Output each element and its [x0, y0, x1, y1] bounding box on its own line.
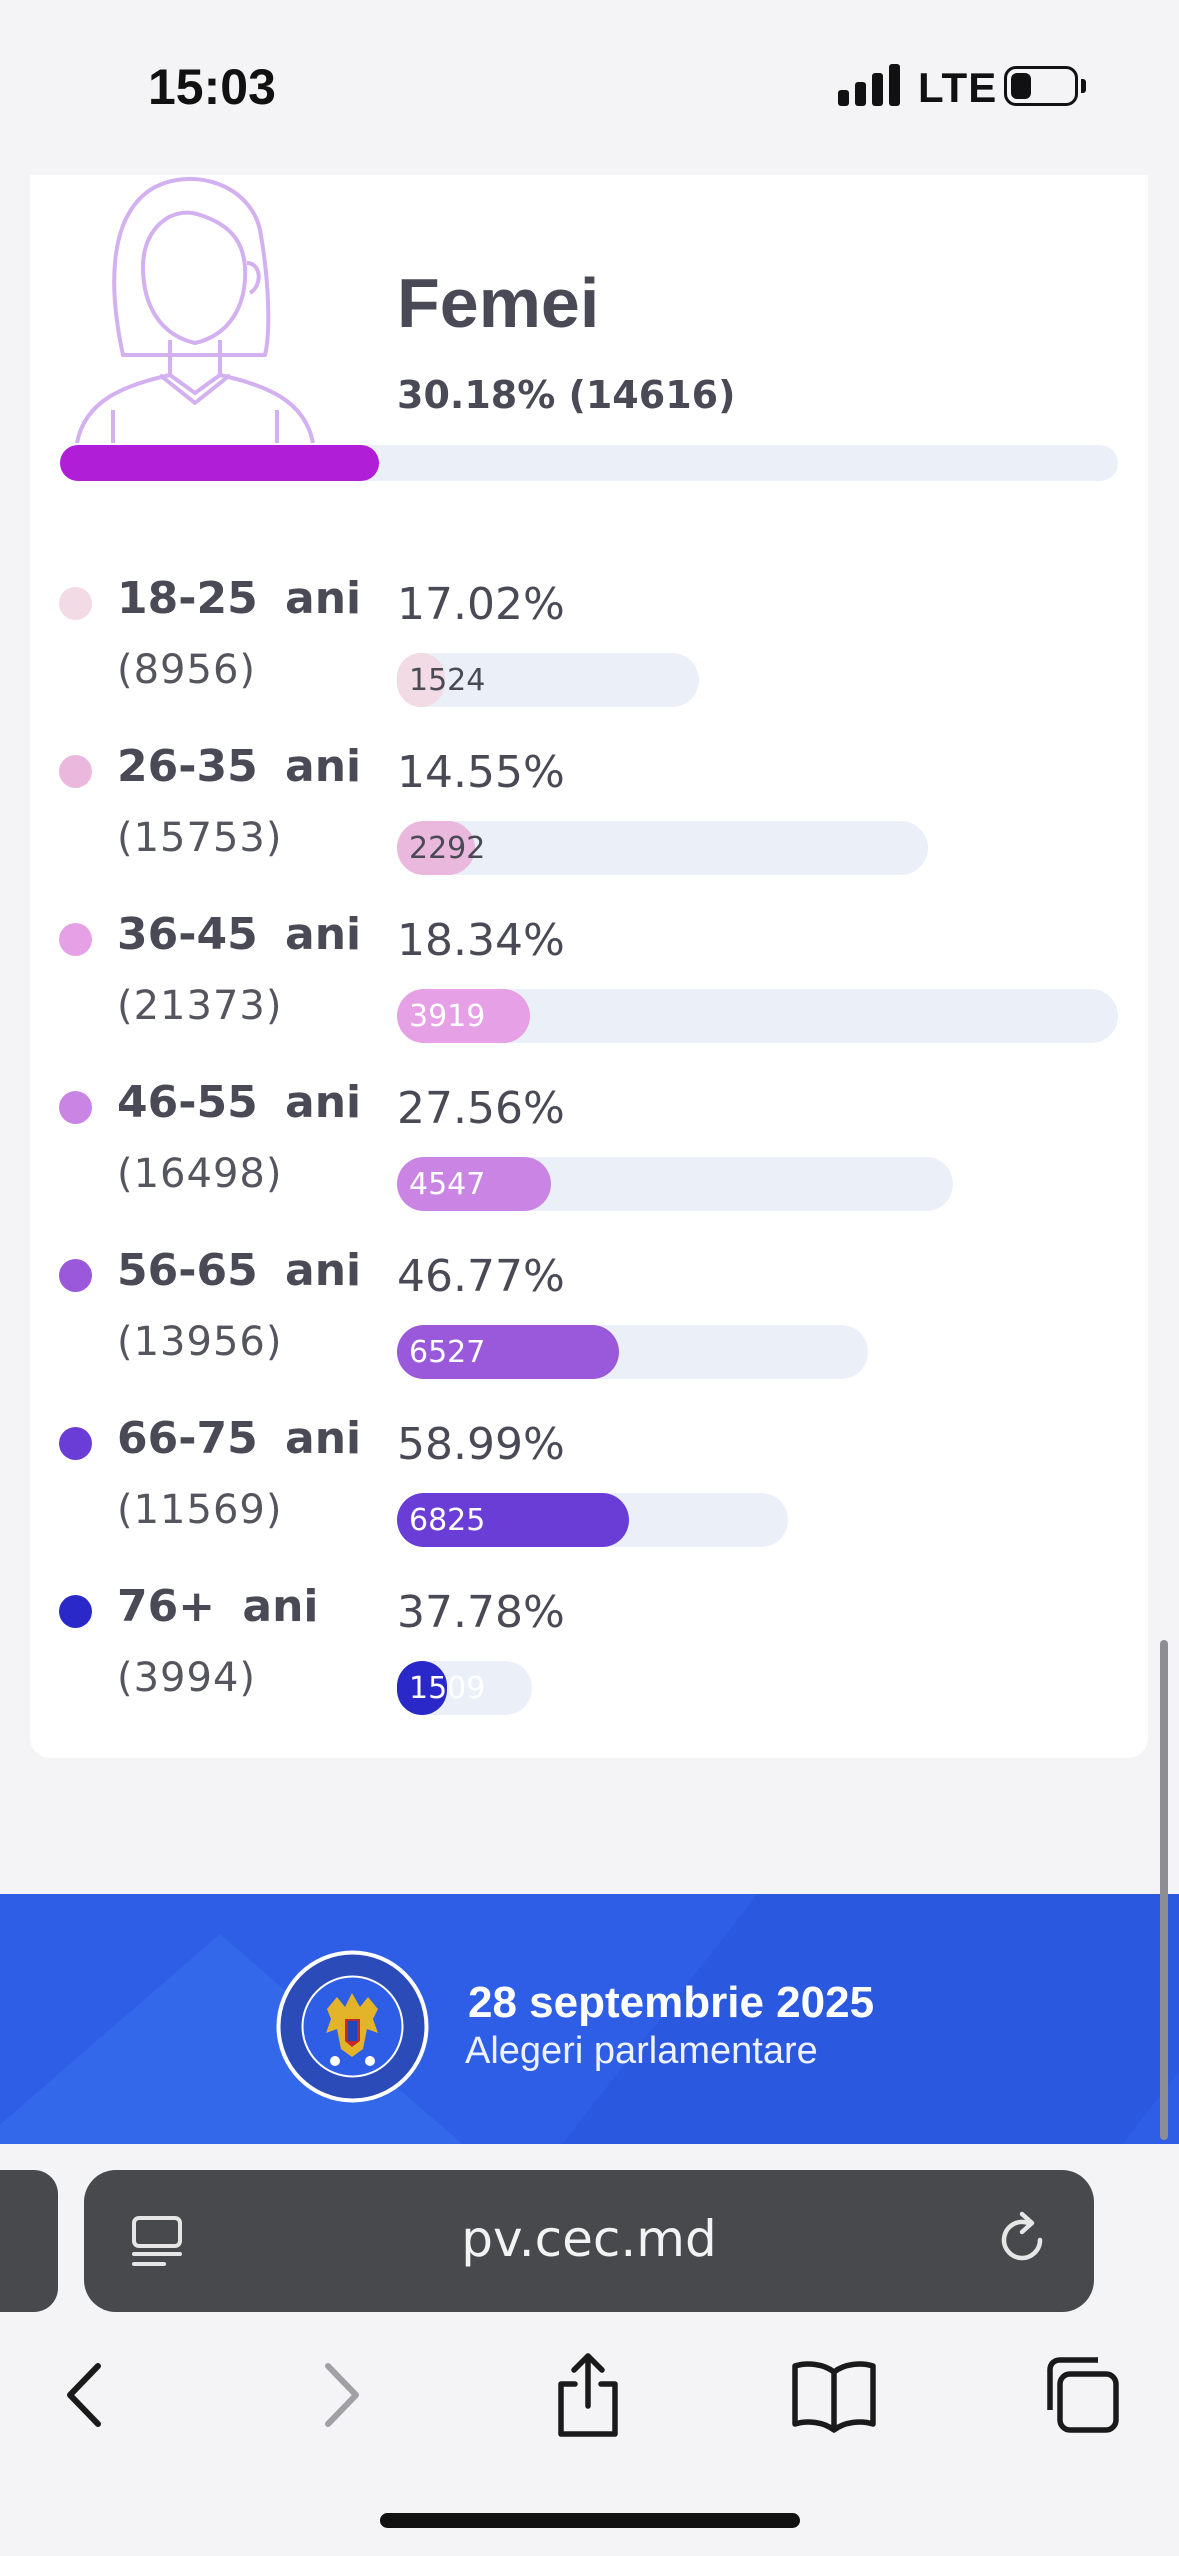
age-group-bar-value: 4547	[409, 1167, 486, 1202]
age-group-bar-fill	[397, 821, 475, 875]
network-type: LTE	[918, 64, 998, 111]
reader-mode-icon[interactable]	[130, 2214, 184, 2268]
cec-seal-logo	[276, 1950, 429, 2103]
woman-avatar-icon	[75, 177, 315, 444]
scrollbar[interactable]	[1160, 1640, 1168, 2140]
cellular-signal-icon	[838, 64, 900, 106]
age-group-row: 76+ ani (3994) 37.78% 1509	[30, 1581, 1148, 1761]
age-group-bar-fill	[397, 1493, 629, 1547]
previous-tab-stub[interactable]	[0, 2170, 58, 2312]
age-group-row: 46-55 ani (16498) 27.56% 4547	[30, 1077, 1148, 1257]
status-bar: 15:03 LTE	[0, 0, 1179, 175]
card-summary: 30.18% (14616)	[397, 373, 736, 417]
age-group-color-dot	[59, 587, 92, 620]
age-group-label: 66-75 ani	[117, 1413, 362, 1464]
age-group-bar-value: 3919	[409, 999, 486, 1034]
age-group-row: 36-45 ani (21373) 18.34% 3919	[30, 909, 1148, 1089]
age-group-count: (11569)	[117, 1487, 283, 1533]
age-group-percent: 17.02%	[397, 579, 565, 630]
age-group-count: (16498)	[117, 1151, 283, 1197]
election-banner[interactable]: 28 septembrie 2025 Alegeri parlamentare	[0, 1894, 1179, 2144]
battery-icon	[1004, 66, 1078, 106]
home-indicator	[380, 2513, 800, 2528]
age-group-label: 18-25 ani	[117, 573, 362, 624]
age-group-bar-value: 6825	[409, 1503, 486, 1538]
age-group-row: 66-75 ani (11569) 58.99% 6825	[30, 1413, 1148, 1593]
age-group-count: (8956)	[117, 647, 257, 693]
age-group-color-dot	[59, 1091, 92, 1124]
age-group-bar-fill	[397, 653, 445, 707]
age-group-count: (13956)	[117, 1319, 283, 1365]
age-group-label: 56-65 ani	[117, 1245, 362, 1296]
age-group-count: (21373)	[117, 983, 283, 1029]
age-group-label: 46-55 ani	[117, 1077, 362, 1128]
age-group-color-dot	[59, 1595, 92, 1628]
tabs-icon[interactable]	[1036, 2350, 1126, 2440]
age-group-count: (3994)	[117, 1655, 257, 1701]
age-group-bar-fill	[397, 1325, 619, 1379]
age-group-count: (15753)	[117, 815, 283, 861]
banner-subtitle: Alegeri parlamentare	[465, 2030, 818, 2072]
age-group-label: 26-35 ani	[117, 741, 362, 792]
age-group-bar-track: 3919	[397, 989, 1118, 1043]
address-bar[interactable]: pv.cec.md	[84, 2170, 1094, 2312]
age-group-label: 76+ ani	[117, 1581, 319, 1632]
summary-progress-track	[60, 445, 1118, 481]
age-group-bar-track: 6825	[397, 1493, 788, 1547]
age-group-bar-value: 1509	[409, 1671, 486, 1706]
age-group-row: 18-25 ani (8956) 17.02% 1524	[30, 573, 1148, 753]
age-group-bar-value: 6527	[409, 1335, 486, 1370]
back-icon[interactable]	[40, 2350, 130, 2440]
age-group-bar-track: 6527	[397, 1325, 868, 1379]
age-group-percent: 18.34%	[397, 915, 565, 966]
banner-date: 28 septembrie 2025	[468, 1978, 875, 2027]
age-group-color-dot	[59, 1427, 92, 1460]
age-group-percent: 27.56%	[397, 1083, 565, 1134]
status-time: 15:03	[148, 59, 276, 115]
age-group-bar-fill	[397, 989, 530, 1043]
summary-progress-fill	[60, 445, 380, 481]
age-group-color-dot	[59, 755, 92, 788]
browser-toolbar	[0, 2330, 1179, 2460]
url-text[interactable]: pv.cec.md	[461, 2210, 717, 2268]
age-group-percent: 58.99%	[397, 1419, 565, 1470]
reload-icon[interactable]	[992, 2210, 1052, 2270]
age-group-row: 56-65 ani (13956) 46.77% 6527	[30, 1245, 1148, 1425]
age-group-percent: 14.55%	[397, 747, 565, 798]
share-icon[interactable]	[543, 2350, 633, 2440]
age-group-percent: 46.77%	[397, 1251, 565, 1302]
age-group-bar-track: 1524	[397, 653, 699, 707]
gender-stats-card: Femei 30.18% (14616) 18-25 ani (8956) 17.0…	[30, 175, 1148, 1758]
age-group-bar-track: 1509	[397, 1661, 532, 1715]
age-group-color-dot	[59, 923, 92, 956]
age-group-bar-track: 2292	[397, 821, 928, 875]
card-title: Femei	[397, 264, 600, 342]
age-group-bar-fill	[397, 1157, 551, 1211]
age-group-bar-track: 4547	[397, 1157, 953, 1211]
age-group-row: 26-35 ani (15753) 14.55% 2292	[30, 741, 1148, 921]
age-group-color-dot	[59, 1259, 92, 1292]
age-group-label: 36-45 ani	[117, 909, 362, 960]
bookmarks-icon[interactable]	[789, 2350, 879, 2440]
age-group-bar-fill	[397, 1661, 447, 1715]
age-group-bar-value: 2292	[409, 831, 486, 866]
age-group-percent: 37.78%	[397, 1587, 565, 1638]
age-group-list: 18-25 ani (8956) 17.02% 1524 26-35 ani (15753…	[30, 573, 1148, 1761]
age-group-bar-value: 1524	[409, 663, 486, 698]
forward-icon[interactable]	[296, 2350, 386, 2440]
